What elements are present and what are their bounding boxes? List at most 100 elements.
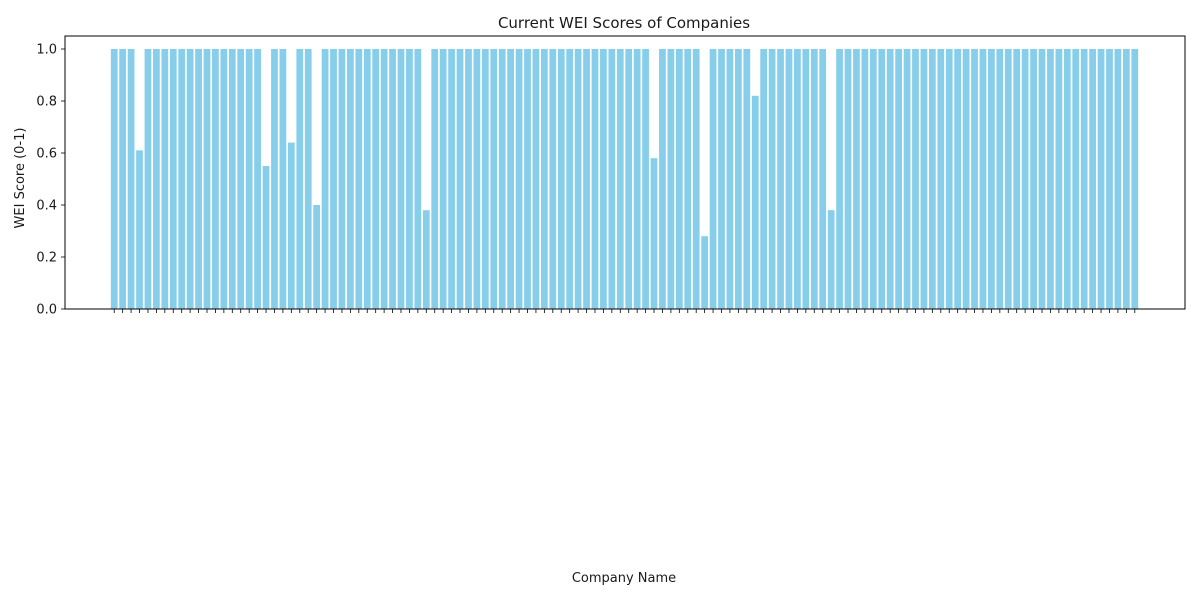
bar-group — [110, 49, 1139, 309]
bar — [422, 210, 430, 309]
bar — [186, 49, 194, 309]
bar — [566, 49, 574, 309]
bar — [1097, 49, 1105, 309]
bar — [431, 49, 439, 309]
bar — [254, 49, 261, 309]
bar — [144, 49, 152, 309]
bar — [557, 49, 565, 309]
bar — [726, 49, 734, 309]
bar — [760, 49, 768, 309]
bar — [287, 142, 295, 309]
bar — [1106, 49, 1113, 309]
bar — [313, 205, 321, 309]
plot-frame — [64, 35, 1186, 310]
bar — [616, 49, 624, 309]
bar — [718, 49, 725, 309]
bar — [810, 49, 818, 309]
bar — [912, 49, 919, 309]
bar — [549, 49, 557, 309]
bar — [473, 49, 481, 309]
bar — [692, 49, 700, 309]
y-tick-label: 0.0 — [36, 303, 57, 318]
bar — [245, 49, 253, 309]
bar — [498, 49, 506, 309]
y-tick-label: 1.0 — [36, 43, 57, 58]
bar — [937, 49, 945, 309]
bar — [414, 49, 422, 309]
bar — [802, 49, 810, 309]
bar — [406, 49, 413, 309]
bar — [1021, 49, 1029, 309]
bar — [262, 166, 270, 309]
bar — [271, 49, 278, 309]
bar — [448, 49, 455, 309]
bar — [642, 49, 649, 309]
bar — [743, 49, 751, 309]
bar — [1089, 49, 1096, 309]
bar — [1072, 49, 1080, 309]
bar — [372, 49, 380, 309]
bar — [962, 49, 970, 309]
bar — [195, 49, 202, 309]
bar — [751, 95, 759, 309]
bar — [228, 49, 236, 309]
x-axis — [113, 309, 1136, 313]
bar — [734, 49, 742, 309]
bar — [777, 49, 784, 309]
y-tick-label: 0.4 — [36, 199, 57, 214]
bar — [836, 49, 843, 309]
bar — [701, 236, 708, 309]
bar — [338, 49, 346, 309]
bar — [161, 49, 169, 309]
bar — [827, 210, 835, 309]
bar — [1063, 49, 1071, 309]
y-axis-label: WEI Score (0-1) — [13, 128, 28, 229]
bar — [220, 49, 228, 309]
bar — [853, 49, 860, 309]
bar — [1114, 49, 1122, 309]
bar — [279, 49, 287, 309]
bar — [507, 49, 515, 309]
bar — [895, 49, 902, 309]
bar — [954, 49, 962, 309]
bar — [153, 49, 160, 309]
chart-title: Current WEI Scores of Companies — [498, 14, 750, 32]
bar — [945, 49, 953, 309]
y-tick-label: 0.8 — [36, 95, 57, 110]
bar — [1004, 49, 1012, 309]
bar — [296, 49, 304, 309]
bar — [304, 49, 312, 309]
bar — [363, 49, 371, 309]
bar — [1038, 49, 1046, 309]
bar — [794, 49, 801, 309]
bar — [684, 49, 692, 309]
bar — [456, 49, 464, 309]
bar — [136, 150, 143, 309]
bar — [844, 49, 852, 309]
bar — [541, 49, 548, 309]
bar — [979, 49, 987, 309]
bar — [659, 49, 666, 309]
bar — [481, 49, 489, 309]
bar — [903, 49, 911, 309]
bar — [380, 49, 388, 309]
bar — [439, 49, 447, 309]
bar — [886, 49, 894, 309]
y-tick-label: 0.2 — [36, 251, 57, 266]
bar — [1030, 49, 1037, 309]
bar — [389, 49, 396, 309]
bar — [1080, 49, 1088, 309]
x-axis-label: Company Name — [572, 571, 676, 586]
bar — [203, 49, 211, 309]
bar — [878, 49, 886, 309]
bar — [524, 49, 531, 309]
bar — [861, 49, 869, 309]
bar — [169, 49, 177, 309]
bar — [819, 49, 827, 309]
bar — [583, 49, 590, 309]
bar — [988, 49, 995, 309]
bar — [532, 49, 540, 309]
bar — [675, 49, 683, 309]
